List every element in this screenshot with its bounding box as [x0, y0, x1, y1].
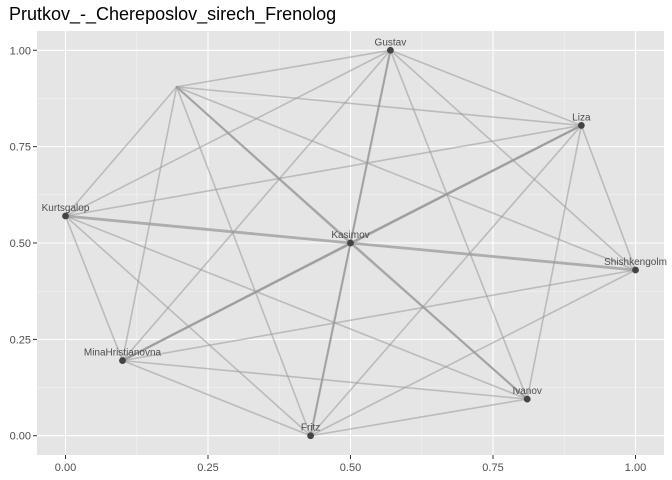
y-tick-label: 0.00	[10, 431, 31, 443]
edge-unlabeled-Fritz	[175, 86, 312, 437]
y-tick-label: 0.50	[10, 238, 31, 250]
edge-unlabeled-Gustav	[175, 49, 392, 88]
edge-Gustav-Ivanov	[389, 49, 529, 400]
edge-Kurtsgalop-Fritz	[64, 215, 312, 437]
edge-Liza-Shishkengolm	[580, 124, 637, 271]
edge-Kasimov-Shishkengolm	[349, 241, 637, 272]
x-tick-label: 0.50	[340, 462, 361, 474]
node-label-Liza: Liza	[572, 112, 591, 123]
node-label-Kasimov: Kasimov	[331, 230, 369, 241]
node-Kurtsgalop	[62, 212, 69, 220]
node-Kasimov	[347, 239, 354, 247]
node-label-Fritz: Fritz	[301, 423, 320, 434]
node-label-Ivanov: Ivanov	[512, 386, 541, 397]
x-tick-label: 0.00	[55, 462, 76, 474]
edge-Gustav-Liza	[389, 49, 583, 127]
edge-MinaHristianovna-Fritz	[121, 359, 312, 437]
node-label-Gustav: Gustav	[375, 37, 407, 48]
y-tick-label: 1.00	[10, 45, 31, 57]
edge-MinaHristianovna-Ivanov	[121, 359, 529, 400]
x-tick-label: 0.25	[197, 462, 218, 474]
edge-Liza-Kurtsgalop	[64, 124, 583, 217]
edge-Liza-Fritz	[309, 124, 583, 437]
node-label-Kurtsgalop: Kurtsgalop	[42, 203, 90, 214]
node-Fritz	[307, 432, 314, 440]
edge-Liza-Ivanov	[526, 124, 583, 400]
edge-Kurtsgalop-MinaHristianovna	[64, 215, 124, 362]
edge-Kasimov-Kurtsgalop	[64, 214, 352, 245]
chart-title: Prutkov_-_Chereposlov_sirech_Frenolog	[9, 4, 337, 24]
node-label-Shishkengolm: Shishkengolm	[604, 257, 667, 268]
y-tick-label: 0.25	[10, 334, 31, 346]
edge-unlabeled-MinaHristianovna	[121, 86, 178, 362]
edge-Shishkengolm-MinaHristianovna	[121, 269, 637, 362]
edge-Shishkengolm-Fritz	[309, 269, 637, 437]
x-tick-label: 1.00	[625, 462, 646, 474]
y-tick-label: 0.75	[10, 142, 31, 154]
edge-Gustav-MinaHristianovna	[121, 49, 392, 362]
node-label-MinaHristianovna: MinaHristianovna	[84, 348, 162, 359]
node-Shishkengolm	[632, 266, 639, 274]
edge-Ivanov-Fritz	[309, 398, 529, 437]
node-MinaHristianovna	[119, 357, 126, 364]
edge-Gustav-Kurtsgalop	[64, 49, 392, 217]
x-tick-label: 0.75	[482, 462, 503, 474]
edge-Kurtsgalop-Ivanov	[64, 215, 529, 400]
node-Gustav	[387, 46, 394, 54]
node-Ivanov	[523, 395, 531, 403]
node-Liza	[577, 122, 585, 129]
edge-unlabeled-Kurtsgalop	[64, 86, 178, 217]
